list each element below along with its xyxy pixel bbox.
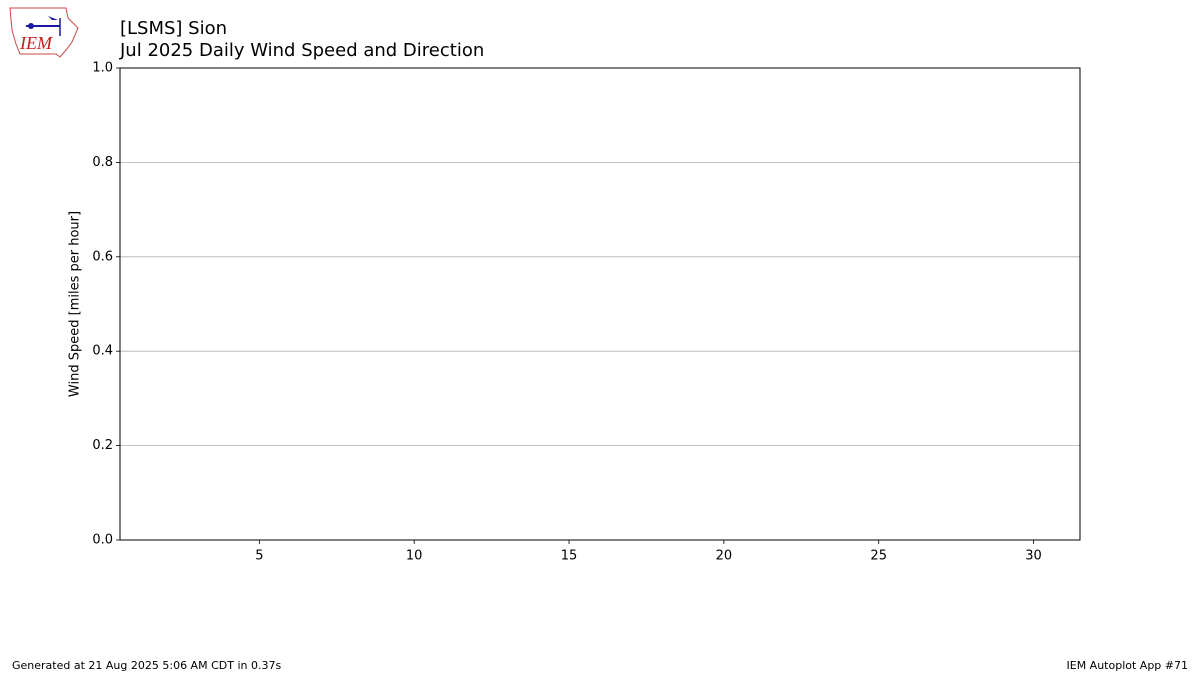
y-axis-label: Wind Speed [miles per hour] (68, 211, 83, 397)
logo-outline (9, 7, 79, 58)
x-tick-label: 25 (870, 549, 887, 564)
plot-frame (119, 67, 1081, 541)
y-tick-label: 0.6 (92, 249, 113, 264)
y-tick-label: 0.4 (92, 344, 113, 359)
chart-title: [LSMS] Sion (120, 18, 227, 39)
chart-subtitle: Jul 2025 Daily Wind Speed and Direction (119, 40, 484, 61)
x-tick-label: 20 (716, 549, 733, 564)
y-tick-label: 0.8 (92, 155, 113, 170)
footer-left: Generated at 21 Aug 2025 5:06 AM CDT in … (12, 659, 281, 672)
y-tick-label: 1.0 (92, 61, 113, 76)
x-tick-label: 5 (255, 549, 263, 564)
y-tick-label: 0.0 (92, 533, 113, 548)
x-tick-label: 15 (561, 549, 578, 564)
x-tick-label: 30 (1025, 549, 1042, 564)
x-tick-label: 10 (406, 549, 423, 564)
logo: IEM (9, 7, 79, 58)
y-tick-label: 0.2 (92, 438, 113, 453)
footer-right: IEM Autoplot App #71 (1067, 659, 1189, 672)
logo-icon (28, 23, 34, 29)
logo-icon (48, 16, 58, 20)
logo-text: IEM (19, 33, 53, 53)
